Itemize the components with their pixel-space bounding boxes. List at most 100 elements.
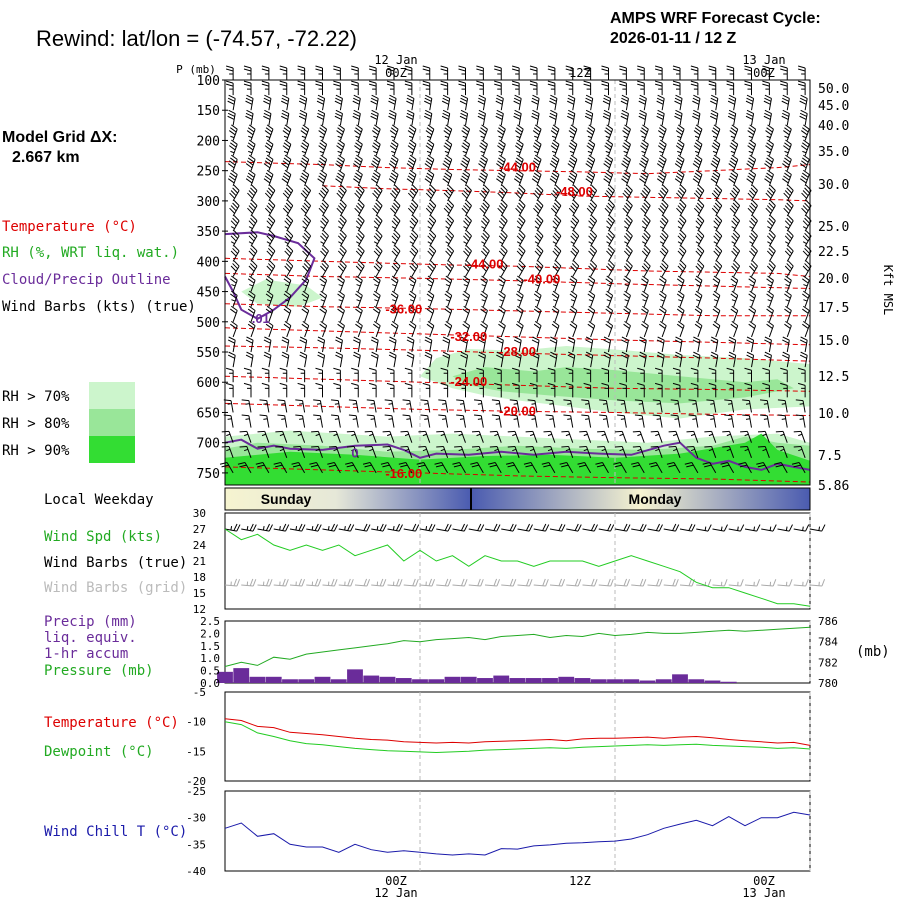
wind-barb — [523, 462, 538, 474]
wind-barb — [366, 399, 377, 413]
wind-barb — [246, 139, 256, 156]
precip-bar — [639, 680, 656, 683]
wind-barb — [774, 462, 788, 474]
precip-bar — [623, 679, 640, 683]
wind-barb — [799, 169, 810, 186]
wind-barb — [588, 230, 598, 247]
wind-barb — [408, 275, 417, 292]
bottom-hour-1: 12Z — [569, 874, 591, 888]
wind-barb — [652, 399, 663, 413]
wind-speed-panel: 12 15 18 21 24 27 30 Wind Spd (kts) Wind Barbs… — [44, 507, 826, 616]
wind-barb — [756, 462, 770, 474]
precip-grid — [419, 621, 811, 683]
wind-barb — [409, 230, 419, 247]
wind-barb — [336, 184, 347, 202]
wind-barb — [496, 169, 506, 186]
wind-barb — [458, 367, 466, 383]
precip-bar — [574, 678, 591, 683]
wind-barb — [657, 139, 667, 156]
precip-bar — [217, 671, 233, 683]
wind-barb — [388, 351, 397, 368]
wind-barb — [427, 215, 437, 232]
wind-barb — [513, 169, 524, 186]
wind-barb — [444, 290, 453, 307]
wind-barb — [729, 124, 739, 141]
wind-barb — [295, 399, 306, 413]
wind-barb — [740, 446, 752, 458]
wind-barb — [675, 139, 685, 156]
wind-barb — [516, 260, 526, 277]
wind-barb — [263, 154, 274, 171]
wind-barb — [764, 336, 772, 353]
wind-barbs-true-label: Wind Barbs (true) — [44, 555, 187, 571]
wind-barb — [759, 399, 770, 413]
wind-barb — [479, 139, 488, 156]
wind-barb — [775, 430, 788, 443]
wind-barb — [298, 109, 308, 126]
wind-barb — [551, 275, 560, 292]
wind-barb — [783, 200, 794, 217]
wind-barb — [318, 200, 329, 217]
wind-barb — [299, 154, 310, 171]
wind-barb — [245, 109, 254, 126]
precip-bar — [298, 679, 315, 683]
wind-barb — [302, 260, 312, 277]
cloud-label-1: 0 — [351, 446, 358, 461]
wind-barb — [320, 230, 329, 247]
wind-barb — [654, 382, 663, 398]
wind-barb — [585, 351, 594, 368]
wind-barb — [658, 184, 669, 202]
wind-barb — [327, 462, 341, 474]
wind-barb-grid — [273, 578, 289, 587]
wind-barb — [301, 305, 310, 322]
wind-barb — [406, 94, 415, 111]
legend-rh90-swatch — [89, 436, 135, 463]
pressure-tick-784: 784 — [818, 636, 838, 649]
wind-barb — [531, 351, 540, 368]
wind-barb — [728, 154, 739, 171]
wind-barb — [373, 260, 383, 277]
wind-barb — [494, 65, 502, 80]
wind-barb — [784, 215, 794, 232]
wind-barb-grid — [322, 578, 338, 587]
wind-barb — [228, 139, 238, 156]
wind-barb-grid — [241, 578, 257, 587]
wind-barb — [386, 367, 395, 383]
weekday-sunday: Sunday — [261, 491, 312, 507]
wind-barb — [552, 260, 562, 277]
wind-barb — [391, 245, 401, 262]
wind-barb — [462, 305, 471, 322]
wind-barb — [533, 275, 542, 292]
wind-barb — [227, 169, 238, 186]
wind-barb — [444, 275, 453, 292]
wind-barb — [765, 124, 774, 141]
wind-barb-grid — [289, 578, 306, 587]
wind-barb-grid — [306, 578, 322, 587]
wind-barb — [337, 230, 347, 247]
wind-barb — [241, 414, 252, 428]
wind-barb — [783, 184, 794, 202]
wind-barb — [623, 230, 633, 247]
wind-barb — [300, 124, 310, 141]
wind-barb — [757, 446, 770, 458]
wind-barb — [547, 367, 556, 383]
wind-barb — [248, 245, 258, 262]
wind-barb — [373, 230, 383, 247]
wind-barb — [408, 320, 417, 338]
wind-barb — [458, 80, 466, 96]
wind-barb — [799, 336, 808, 353]
wind-barb — [443, 200, 455, 217]
wind-barb — [692, 154, 703, 171]
wind-barb — [476, 65, 484, 80]
wind-barb — [302, 230, 312, 247]
wind-barb — [284, 230, 294, 247]
wind-barb — [277, 399, 288, 413]
wind-barb — [279, 367, 288, 383]
wind-barb — [443, 184, 455, 202]
wind-barb — [634, 399, 645, 413]
wind-barb — [422, 65, 431, 80]
wind-barb — [463, 215, 472, 232]
wind-barb — [639, 169, 649, 186]
pressure-tick-350: 350 — [197, 225, 220, 240]
wind-barb — [706, 414, 717, 428]
